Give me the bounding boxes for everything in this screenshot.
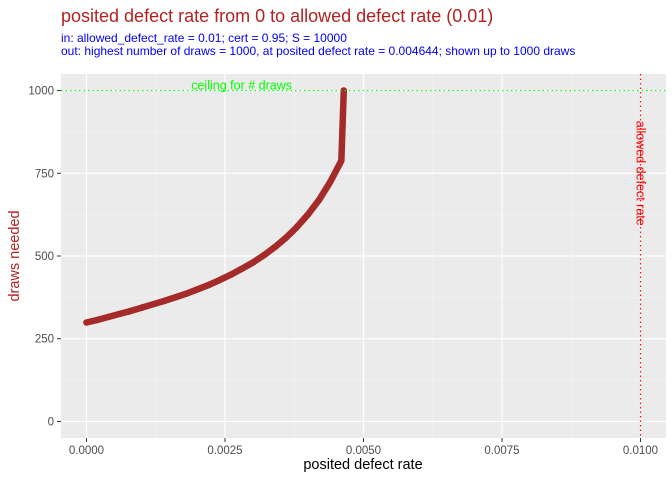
subtitle-in: in: allowed_defect_rate = 0.01; cert = 0…: [61, 31, 347, 45]
x-tick-label: 0.0075: [484, 445, 519, 457]
data-point: [340, 87, 347, 94]
data-point: [127, 307, 135, 315]
y-tick-label: 0: [48, 416, 54, 428]
x-tick-label: 0.0100: [623, 445, 658, 457]
data-point: [105, 313, 112, 321]
allowed-rate-label: allowed defect rate: [634, 121, 648, 226]
data-point: [227, 271, 234, 279]
y-tick-label: 250: [35, 334, 54, 346]
data-point: [171, 294, 179, 301]
data-series: [83, 87, 348, 326]
data-point: [138, 304, 146, 311]
y-tick-label: 500: [35, 251, 54, 263]
y-tick-label: 750: [35, 168, 54, 180]
data-point: [315, 196, 323, 203]
grid-major: [61, 74, 666, 438]
data-point: [116, 310, 123, 318]
chart-title: posited defect rate from 0 to allowed de…: [61, 6, 493, 26]
subtitle-out: out: highest number of draws = 1000, at …: [61, 44, 575, 58]
data-point: [183, 290, 190, 297]
data-point: [304, 211, 312, 218]
ceiling-label: ceiling for # draws: [191, 79, 292, 93]
data-point: [293, 223, 301, 231]
x-axis-label: posited defect rate: [303, 457, 422, 473]
data-point: [205, 281, 212, 289]
y-tick-label: 1000: [28, 86, 54, 98]
y-axis: 0 250 500 750 1000: [28, 86, 61, 428]
data-point: [94, 316, 101, 324]
data-point: [249, 259, 256, 266]
data-point: [238, 265, 245, 273]
x-axis: 0.0000 0.0025 0.0050 0.0075 0.0100: [69, 438, 658, 457]
data-point: [327, 178, 334, 186]
reference-lines: ceiling for # draws allowed defect rate: [61, 74, 666, 438]
y-axis-label: draws needed: [7, 210, 23, 301]
x-tick-label: 0.0050: [346, 445, 381, 457]
data-point: [216, 276, 223, 284]
data-point: [282, 234, 290, 241]
data-point: [194, 286, 201, 293]
data-point: [149, 301, 157, 308]
x-tick-label: 0.0025: [207, 445, 242, 457]
data-point: [338, 157, 345, 164]
data-point: [271, 243, 279, 251]
data-point: [83, 319, 90, 326]
data-point: [160, 297, 168, 305]
data-point: [260, 252, 267, 259]
x-tick-label: 0.0000: [69, 445, 104, 457]
